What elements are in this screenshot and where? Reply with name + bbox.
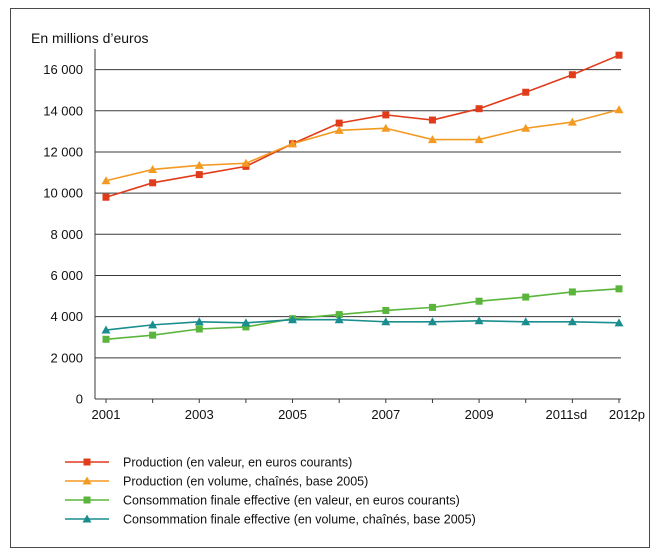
data-point xyxy=(381,317,391,326)
data-point xyxy=(102,193,110,201)
series-line xyxy=(105,54,620,198)
data-point xyxy=(242,323,250,331)
data-point xyxy=(288,139,298,148)
series-line xyxy=(105,108,620,182)
grid-layer xyxy=(95,69,621,359)
y-tick-label: 10 000 xyxy=(43,186,83,201)
data-point xyxy=(615,51,623,59)
legend-marker xyxy=(83,458,91,466)
x-tick-label: 2007 xyxy=(371,407,400,422)
data-point xyxy=(194,160,204,169)
data-point xyxy=(614,105,624,114)
data-point xyxy=(522,88,530,96)
data-point xyxy=(288,315,298,324)
data-point xyxy=(149,331,157,339)
data-point xyxy=(195,325,203,333)
data-point xyxy=(149,179,157,187)
data-point xyxy=(382,306,390,314)
data-point xyxy=(522,293,530,301)
data-point xyxy=(148,164,158,173)
data-point xyxy=(102,335,110,343)
data-point xyxy=(615,285,623,293)
data-point xyxy=(382,111,390,119)
y-tick-label: 8 000 xyxy=(50,227,83,242)
legend-item: Consommation finale effective (en valeur… xyxy=(65,494,460,508)
y-tick-label: 0 xyxy=(76,392,83,407)
x-tick-label: 2009 xyxy=(465,407,494,422)
series-3 xyxy=(102,285,623,343)
series-line xyxy=(105,288,620,341)
data-point xyxy=(335,311,343,319)
x-tick-label: 2012p xyxy=(609,407,645,422)
data-point xyxy=(567,117,577,126)
legend-marker xyxy=(82,514,92,523)
series-layer xyxy=(101,51,624,343)
axis-layer: 0 2 000 4 000 6 000 8 000 10 000 12 000 14 000 1… xyxy=(43,49,645,422)
data-point xyxy=(475,105,483,113)
legend-label: Production (en volume, chaînés, base 200… xyxy=(123,475,368,489)
y-tick-label: 4 000 xyxy=(50,309,83,324)
data-point xyxy=(568,71,576,79)
x-tick-label: 2001 xyxy=(92,407,121,422)
data-point xyxy=(568,288,576,296)
y-tick-label: 2 000 xyxy=(50,350,83,365)
legend-marker xyxy=(82,476,92,485)
data-point xyxy=(241,318,251,327)
series-4 xyxy=(101,315,624,334)
data-point xyxy=(474,316,484,325)
legend-item: Consommation finale effective (en volume… xyxy=(65,513,476,527)
line-chart: En millions d’euros 0 2 000 4 000 6 000 8 00… xyxy=(31,30,645,527)
series-line xyxy=(105,318,620,331)
chart-frame: En millions d’euros 0 2 000 4 000 6 000 8 00… xyxy=(10,8,650,548)
data-point xyxy=(521,123,531,132)
data-point xyxy=(194,317,204,326)
data-point xyxy=(381,123,391,132)
data-point xyxy=(148,320,158,329)
data-point xyxy=(241,158,251,167)
data-point xyxy=(101,176,111,185)
data-point xyxy=(614,318,624,327)
data-point xyxy=(521,317,531,326)
data-point xyxy=(428,303,436,311)
y-axis-unit-label: En millions d’euros xyxy=(31,30,149,46)
data-point xyxy=(567,317,577,326)
data-point xyxy=(195,171,203,179)
legend: Production (en valeur, en euros courants… xyxy=(65,456,476,527)
y-tick-label: 14 000 xyxy=(43,103,83,118)
legend-item: Production (en valeur, en euros courants… xyxy=(65,456,352,470)
x-tick-label: 2005 xyxy=(278,407,307,422)
legend-label: Consommation finale effective (en valeur… xyxy=(123,494,460,508)
y-tick-label: 12 000 xyxy=(43,144,83,159)
data-point xyxy=(101,325,111,334)
legend-item: Production (en volume, chaînés, base 200… xyxy=(65,475,368,489)
x-tick-label: 2003 xyxy=(185,407,214,422)
data-point xyxy=(475,297,483,305)
legend-marker xyxy=(83,496,91,504)
x-tick-label: 2011sd xyxy=(546,407,588,422)
y-tick-label: 6 000 xyxy=(50,268,83,283)
series-2 xyxy=(101,105,624,185)
legend-label: Production (en valeur, en euros courants… xyxy=(123,456,352,470)
data-point xyxy=(334,315,344,324)
legend-label: Consommation finale effective (en volume… xyxy=(123,513,476,527)
data-point xyxy=(428,116,436,124)
data-point xyxy=(334,125,344,134)
data-point xyxy=(427,135,437,144)
data-point xyxy=(474,135,484,144)
data-point xyxy=(427,317,437,326)
y-tick-label: 16 000 xyxy=(43,62,83,77)
data-point xyxy=(335,119,343,127)
